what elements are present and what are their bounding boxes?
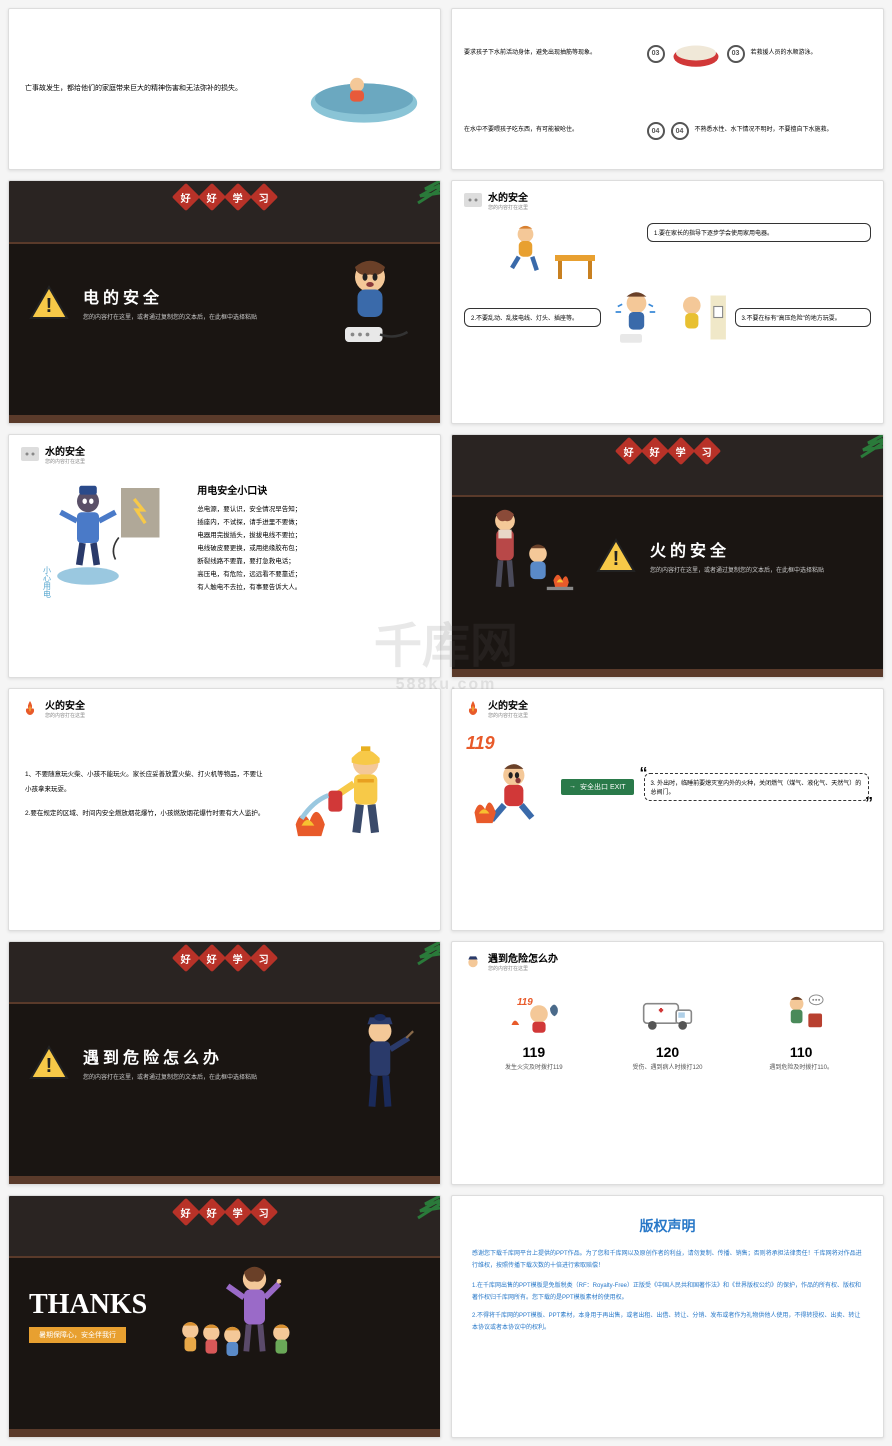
slide-11: 好 好 学 习 THANKS 暑期保障心，安全伴我行 xyxy=(8,1195,441,1439)
svg-text:!: ! xyxy=(613,548,620,570)
mom-kid-fire-illustration xyxy=(472,501,582,611)
boy-running-icon xyxy=(503,223,548,279)
warning-icon: ! xyxy=(29,285,69,320)
lost-child-icon xyxy=(774,992,829,1036)
running-fire-illustration xyxy=(466,754,551,839)
slide-7: 火的安全 您的内容打在这里 1、不要随意玩火柴、小孩不能玩火。家长应妥善放置火柴… xyxy=(8,688,441,932)
warning-icon: ! xyxy=(29,1045,69,1080)
boy-wall-icon xyxy=(672,290,727,345)
electrocution-illustration xyxy=(55,477,165,598)
slide-grid: 亡事故发生，都给他们的家庭带来巨大的精神伤害和无法弥补的损失。 要求孩子下水前活… xyxy=(8,8,884,1438)
slide1-text: 亡事故发生，都给他们的家庭带来巨大的精神伤害和无法弥补的损失。 xyxy=(25,83,288,96)
bowl-icon xyxy=(671,38,721,69)
outlet-icon xyxy=(21,447,39,461)
flame-icon xyxy=(464,701,482,715)
swimming-illustration xyxy=(304,54,424,124)
fire-call-icon: 119 xyxy=(506,992,561,1036)
outlet-icon xyxy=(464,193,482,207)
slide-6: 好 好 学 习 ! xyxy=(451,434,884,678)
emergency-120: 120 受伤、遇到病人时拨打120 xyxy=(606,992,730,1071)
teacher-kids-illustration xyxy=(167,1258,307,1375)
slide-5: 水的安全 您的内容打在这里 小心用电 xyxy=(8,434,441,678)
slide-8: 火的安全 您的内容打在这里 119 xyxy=(451,688,884,932)
svg-text:119: 119 xyxy=(517,997,533,1008)
top-tags: 好 好 学 习 xyxy=(176,187,274,207)
table-icon xyxy=(550,255,600,280)
police-head-icon xyxy=(464,954,482,968)
ambulance-icon xyxy=(635,992,700,1036)
emergency-110: 110 遇到危险及时拨打110。 xyxy=(739,992,863,1071)
slide-1: 亡事故发生，都给他们的家庭带来巨大的精神伤害和无法弥补的损失。 xyxy=(8,8,441,170)
svg-text:!: ! xyxy=(46,1055,53,1077)
emergency-119: 119 119 发生火灾及时拨打119 xyxy=(472,992,596,1071)
slide-10: 遇到危险怎么办 您的内容打在这里 119 119 发生火灾及时拨打119 xyxy=(451,941,884,1185)
warning-icon: ! xyxy=(596,538,636,573)
slide-9: 好 好 学 习 ! 遇到危险怎么办 您的内容打在这里，或者通过复制您的文本后，在… xyxy=(8,941,441,1185)
flame-icon xyxy=(21,701,39,715)
slide-2: 要求孩子下水前活动身体，避免出现抽筋等现象。 03 03 若救援人员的水顺游泳。… xyxy=(451,8,884,170)
slide-3: 好 好 学 习 ! 电的安全 您的内容打在这里，或者通过复制您的文本后，在此框中… xyxy=(8,180,441,424)
boy-shock-icon xyxy=(609,290,664,345)
boy-outlet-illustration xyxy=(320,252,420,352)
svg-text:!: ! xyxy=(46,295,53,317)
rhyme-lines: 总电源，要认识，安全情况早告知； 插座内，不试探，请手进里不要做； 电器用完拔插… xyxy=(197,503,424,594)
section-title: 电的安全 xyxy=(83,284,306,308)
exit-sign: →安全出口 EXIT xyxy=(561,779,634,795)
firefighter-illustration xyxy=(284,737,424,854)
slide-12: 版权声明 感谢您下载千库网平台上提供的PPT作品。为了您和千库网以及原创作者的利… xyxy=(451,1195,884,1439)
police-officer-illustration xyxy=(340,1006,420,1120)
copyright-body: 感谢您下载千库网平台上提供的PPT作品。为了您和千库网以及原创作者的利益，请勿复… xyxy=(452,1248,883,1334)
slide-4: 水的安全 您的内容打在这里 1.要在家长的指导下逐步学会使用家用电器。 2.不要… xyxy=(451,180,884,424)
